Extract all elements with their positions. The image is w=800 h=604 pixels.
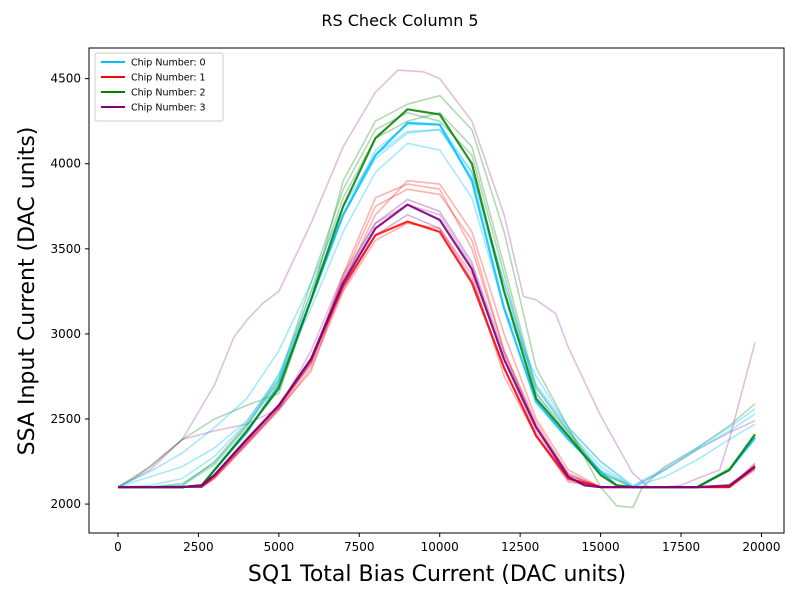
curve-line-chip-3-14: [117, 69, 756, 488]
curve-line-chip-3-15: [117, 203, 756, 488]
x-tick-label: 2500: [183, 540, 214, 554]
curve-line-chip-3-18: [118, 198, 756, 488]
curve-line-chip-3-16: [118, 203, 756, 489]
chart-title: RS Check Column 5: [321, 11, 478, 30]
x-tick-label: 20000: [742, 540, 780, 554]
y-tick-label: 2500: [50, 412, 81, 426]
legend-label-chip-0: Chip Number: 0: [131, 58, 206, 69]
x-tick-label: 17500: [662, 540, 700, 554]
curve-line-chip-2-10: [117, 94, 756, 509]
legend: Chip Number: 0 Chip Number: 1 Chip Number:…: [94, 52, 224, 122]
curve-line-chip-0-3: [117, 123, 756, 488]
curve-line-chip-1-9: [118, 183, 756, 488]
y-tick-label: 3000: [50, 327, 81, 341]
legend-label-chip-2: Chip Number: 2: [131, 88, 206, 99]
curve-line-chip-0-0: [117, 142, 756, 488]
x-tick-label: 10000: [421, 540, 459, 554]
legend-label-chip-1: Chip Number: 1: [131, 73, 206, 84]
y-tick-label: 4500: [50, 72, 81, 86]
curve-line-chip-0-1: [117, 128, 756, 488]
x-axis-label: SQ1 Total Bias Current (DAC units): [248, 562, 626, 587]
x-tick-label: 5000: [264, 540, 295, 554]
y-axis-label: SSA Input Current (DAC units): [15, 127, 40, 456]
y-tick-label: 4000: [50, 157, 81, 171]
plot-frame: [88, 47, 785, 534]
x-tick-label: 7500: [344, 540, 375, 554]
x-tick-label: 12500: [501, 540, 539, 554]
curve-line-chip-3-17: [118, 214, 756, 488]
axes-layer: 0 2500 5000 7500 10000 12500 15000 17500 20000 20…: [50, 47, 785, 554]
y-tick-label: 2000: [50, 497, 81, 511]
legend-label-chip-3: Chip Number: 3: [131, 103, 206, 114]
curve-line-chip-0-2: [118, 121, 756, 489]
x-tick-label: 15000: [582, 540, 620, 554]
legend-box: [94, 52, 224, 122]
curves-layer: [117, 69, 756, 509]
y-tick-label: 3500: [50, 242, 81, 256]
x-tick-label: 0: [114, 540, 122, 554]
curve-line-chip-1-7: [118, 220, 756, 489]
curve-line-chip-1-6: [118, 188, 756, 488]
